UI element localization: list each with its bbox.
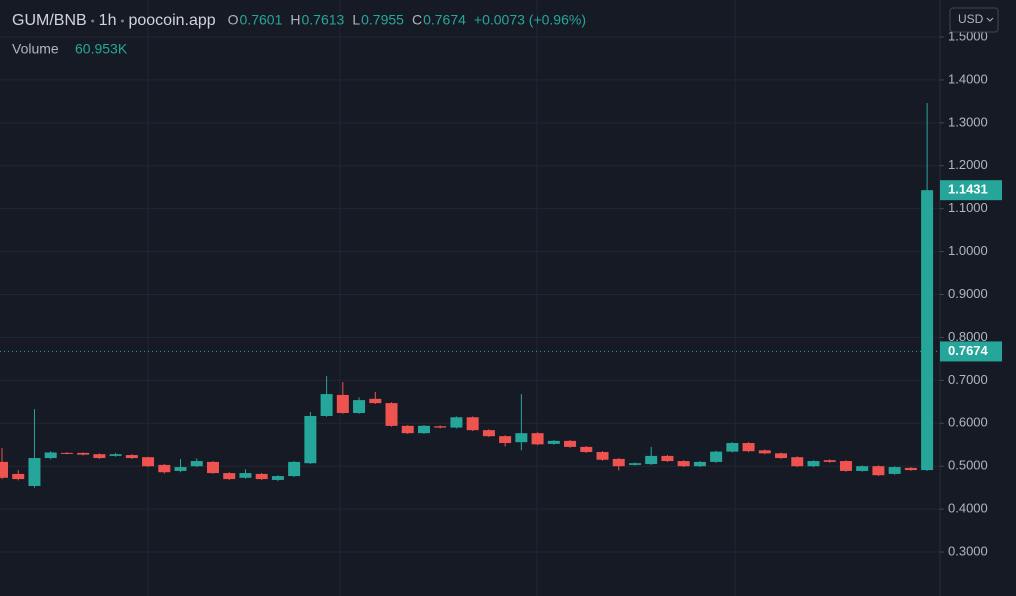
candle-body bbox=[628, 463, 641, 465]
candle-body bbox=[434, 426, 447, 428]
ohlc-letter: L bbox=[352, 12, 360, 28]
separator-dot bbox=[91, 19, 95, 23]
candles bbox=[0, 103, 940, 488]
candle-body bbox=[60, 452, 73, 454]
symbol: GUM/BNB bbox=[12, 12, 87, 29]
change: +0.0073 (+0.96%) bbox=[474, 12, 586, 28]
candle-body bbox=[693, 461, 706, 467]
candle-body bbox=[499, 436, 512, 444]
candle-body bbox=[125, 455, 138, 459]
current-price-box bbox=[940, 341, 1002, 362]
candle-body bbox=[726, 443, 739, 452]
candle-body bbox=[288, 461, 301, 477]
candle-body bbox=[872, 466, 885, 476]
ohlc-letter: H bbox=[290, 12, 300, 28]
candle-body bbox=[158, 464, 171, 473]
y-tick-label: 0.5000 bbox=[948, 458, 988, 473]
candle-body bbox=[450, 417, 463, 428]
y-tick-label: 0.8000 bbox=[948, 329, 988, 344]
candle-body bbox=[531, 433, 544, 445]
ohlc-value: 0.7601 bbox=[240, 12, 283, 28]
candle-body bbox=[839, 461, 852, 471]
candle-body bbox=[596, 452, 609, 460]
candle-body bbox=[109, 454, 122, 456]
y-tick-label: 1.1000 bbox=[948, 200, 988, 215]
y-tick-label: 1.2000 bbox=[948, 157, 988, 172]
candle-body bbox=[77, 452, 90, 455]
candle-body bbox=[401, 425, 414, 434]
candle-body bbox=[758, 450, 771, 454]
candle-body bbox=[677, 461, 690, 467]
candle-body bbox=[807, 461, 820, 467]
candle-body bbox=[823, 460, 836, 462]
candle-body bbox=[580, 446, 593, 453]
candle-body bbox=[271, 476, 284, 480]
candle-body bbox=[888, 467, 901, 474]
ohlc-value: 0.7613 bbox=[302, 12, 345, 28]
y-tick-label: 0.9000 bbox=[948, 286, 988, 301]
candle-body bbox=[0, 461, 8, 478]
source: poocoin.app bbox=[128, 12, 215, 29]
candle-body bbox=[369, 398, 382, 404]
candle-body bbox=[28, 458, 41, 486]
y-tick-label: 0.6000 bbox=[948, 415, 988, 430]
ohlc-letter: O bbox=[228, 12, 239, 28]
candle-body bbox=[320, 394, 333, 416]
candle-body bbox=[174, 467, 187, 471]
candle-body bbox=[12, 473, 25, 480]
grid bbox=[0, 0, 940, 596]
volume-label: Volume bbox=[12, 41, 59, 57]
candle-body bbox=[856, 466, 869, 471]
ohlc-value: 0.7955 bbox=[361, 12, 404, 28]
currency-label[interactable]: USD bbox=[958, 12, 984, 26]
candle-body bbox=[44, 452, 57, 459]
candle-body bbox=[564, 440, 577, 447]
volume-value: 60.953K bbox=[75, 41, 128, 57]
candle-body bbox=[612, 458, 625, 467]
y-tick-label: 0.4000 bbox=[948, 501, 988, 516]
candle-body bbox=[791, 457, 804, 467]
candle-body bbox=[223, 473, 236, 480]
candle-body bbox=[255, 473, 268, 480]
last-price-label: 1.1431 bbox=[948, 182, 988, 197]
separator-dot bbox=[120, 19, 124, 23]
current-price-label: 0.7674 bbox=[948, 343, 989, 358]
candle-body bbox=[661, 455, 674, 462]
legend: GUM/BNB 1h poocoin.app O 0.7601 H 0.7613 L 0.795… bbox=[12, 12, 586, 57]
ohlc-value: 0.7674 bbox=[423, 12, 466, 28]
y-tick-label: 1.3000 bbox=[948, 114, 988, 129]
candle-body bbox=[710, 451, 723, 462]
candle-body bbox=[482, 430, 495, 437]
candle-body bbox=[547, 440, 560, 444]
candle-body bbox=[206, 461, 219, 474]
candle-body bbox=[239, 473, 252, 478]
y-tick-label: 1.0000 bbox=[948, 243, 988, 258]
candle-body bbox=[93, 454, 106, 459]
candle-body bbox=[142, 457, 155, 467]
candle-body bbox=[190, 461, 203, 467]
price-axis: 0.3000 0.4000 0.5000 0.6000 0.7000 0.8000 0.90… bbox=[940, 28, 1002, 558]
candle-body bbox=[775, 453, 788, 459]
y-tick-label: 0.3000 bbox=[948, 543, 988, 558]
y-tick-label: 0.7000 bbox=[948, 372, 988, 387]
interval: 1h bbox=[99, 12, 117, 29]
candle-body bbox=[742, 443, 755, 452]
last-price-box bbox=[940, 180, 1002, 201]
y-tick-label: 1.4000 bbox=[948, 71, 988, 86]
currency-button[interactable] bbox=[949, 7, 999, 33]
candle-body bbox=[921, 190, 934, 471]
candle-body bbox=[385, 403, 398, 426]
candle-body bbox=[904, 467, 917, 471]
candle-body bbox=[645, 455, 658, 465]
candle-body bbox=[304, 415, 317, 464]
candle-body bbox=[336, 394, 349, 413]
candle-body bbox=[417, 425, 430, 434]
candle-body bbox=[515, 433, 528, 443]
dropdown-icon bbox=[986, 17, 994, 22]
candle-body bbox=[353, 400, 366, 413]
candle-body bbox=[466, 417, 479, 431]
ohlc-letter: C bbox=[412, 12, 422, 28]
